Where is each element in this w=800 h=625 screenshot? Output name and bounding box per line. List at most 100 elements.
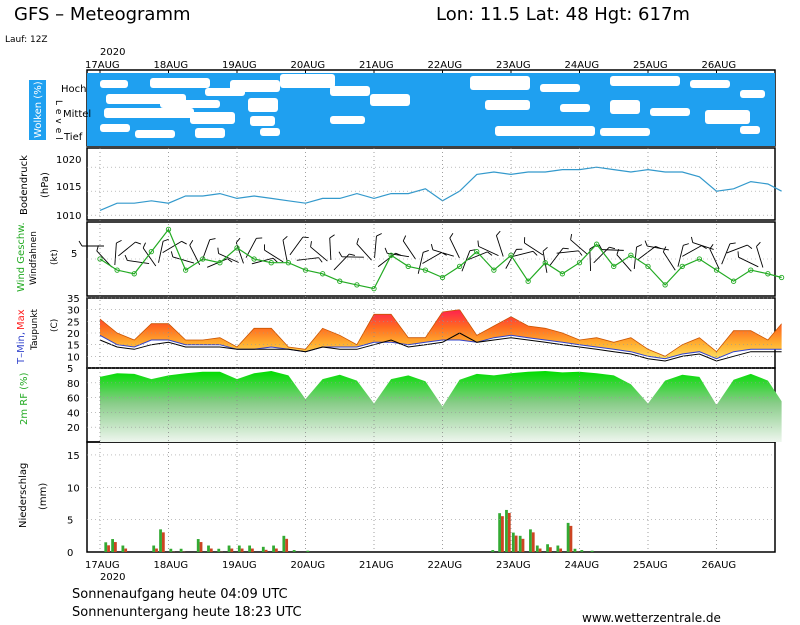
wind-point	[525, 278, 531, 284]
precip-bar	[491, 550, 495, 552]
wind-barb	[598, 244, 624, 251]
precip-bar	[107, 545, 110, 552]
pressure-panel: Bodendruck (hPa) 1020 1015 1010	[19, 155, 782, 222]
precip-bar	[580, 550, 584, 552]
cloud-gap	[600, 128, 650, 136]
pressure-tick-1015: 1015	[56, 182, 81, 193]
wind-barb-flag	[329, 234, 335, 239]
rh-label: 2m RF (%)	[19, 372, 30, 425]
cloud-gap	[260, 128, 280, 136]
wind-barb-staff	[172, 256, 195, 264]
precip-bar	[152, 545, 156, 552]
temp-tick: 5	[67, 364, 73, 375]
rh-ticks: 80 60 40 20	[67, 379, 80, 434]
wind-barb-flag	[449, 232, 454, 239]
day-label: 25AUG	[633, 60, 668, 71]
dewpoint-line	[99, 332, 782, 362]
wind-barb-flag	[524, 237, 526, 244]
temp-tick: 20	[67, 329, 80, 340]
wind-point	[508, 252, 514, 258]
pressure-tick-1010: 1010	[56, 211, 81, 222]
wind-barb	[637, 245, 662, 260]
wind-barb-flag	[318, 257, 323, 263]
day-label: 20AUG	[291, 560, 326, 571]
wind-point	[474, 248, 480, 255]
wind-barb	[142, 242, 157, 267]
wind-barb-flag	[349, 253, 356, 256]
wind-point	[388, 252, 394, 258]
wind-point	[234, 245, 240, 251]
precip-bar	[161, 532, 165, 552]
precip-bar	[209, 548, 213, 552]
wind-barb-staff	[721, 243, 731, 265]
wind-point	[730, 278, 737, 284]
cloud-gap	[610, 76, 680, 86]
wind-barb-flag	[636, 244, 643, 248]
wind-barb	[374, 233, 382, 258]
precip-bar	[514, 535, 518, 552]
cloud-level-high: Hoch	[61, 84, 86, 95]
wind-markers	[97, 226, 785, 292]
wind-barb	[310, 241, 328, 262]
precip-bar	[511, 532, 515, 552]
cloud-gap	[470, 76, 530, 90]
year-bottom: 2020	[100, 572, 125, 583]
wind-barb-staff	[432, 249, 454, 257]
cloud-gap	[485, 100, 530, 110]
precip-bar	[237, 545, 241, 552]
wind-barb-flag	[189, 240, 194, 246]
day-label: 17AUG	[85, 560, 120, 571]
wind-point	[439, 274, 446, 281]
wind-barb-flag	[542, 247, 548, 252]
wind-point	[611, 263, 617, 270]
wind-barb-flag	[756, 241, 761, 247]
wind-barb-flag	[217, 247, 219, 254]
precip-bar	[306, 550, 310, 552]
temp-range-area	[100, 309, 782, 359]
wind-barb-staff	[478, 245, 499, 257]
day-label: 17AUG	[85, 60, 120, 71]
precip-ticks: 15 10 5 0	[67, 451, 80, 559]
wind-barb-flag	[256, 237, 263, 239]
wind-barb	[589, 245, 595, 272]
wind-barb-staff	[402, 240, 416, 260]
wind-barb-flag	[709, 243, 714, 250]
wind-barbs	[78, 230, 764, 274]
precip-bar	[282, 535, 286, 552]
sunset-text: Sonnenuntergang heute 18:23 UTC	[72, 605, 302, 620]
wind-barb-staff	[709, 248, 720, 270]
precip-bar	[272, 545, 275, 552]
wind-point	[405, 263, 411, 270]
cloud-panel: Wolken (%) Level Hoch Mittel Tief	[29, 73, 775, 146]
precip-bar	[507, 512, 511, 552]
wind-barb	[78, 240, 104, 247]
wind-barb-flag	[570, 233, 573, 240]
wind-barb-flag	[402, 235, 407, 242]
wind-point	[165, 226, 172, 233]
precip-bar	[546, 544, 549, 552]
wind-barb	[282, 235, 288, 262]
wind-barb-staff	[524, 242, 544, 256]
wind-barb-flag	[516, 248, 523, 250]
cloud-label-box	[29, 80, 46, 140]
wind-barb-flag	[477, 240, 479, 247]
wind-barb	[124, 254, 150, 264]
precip-bar	[111, 539, 114, 552]
wind-barb-flag	[737, 251, 739, 258]
wind-barb-staff	[142, 247, 157, 267]
precip-bar	[179, 548, 183, 552]
cloud-gap	[330, 86, 370, 96]
wind-barb	[264, 244, 284, 263]
wind-barb-staff	[449, 237, 460, 259]
wind-point	[217, 260, 223, 266]
cloud-gap	[100, 80, 128, 88]
precip-bar	[217, 548, 221, 552]
precip-bar	[199, 542, 203, 552]
pressure-tick-1020: 1020	[56, 155, 81, 166]
wind-point	[662, 282, 668, 288]
wind-barb-flag	[116, 239, 122, 244]
wind-barb	[662, 246, 676, 271]
wind-barb-flag	[562, 247, 569, 250]
wind-barb-staff	[647, 245, 669, 251]
